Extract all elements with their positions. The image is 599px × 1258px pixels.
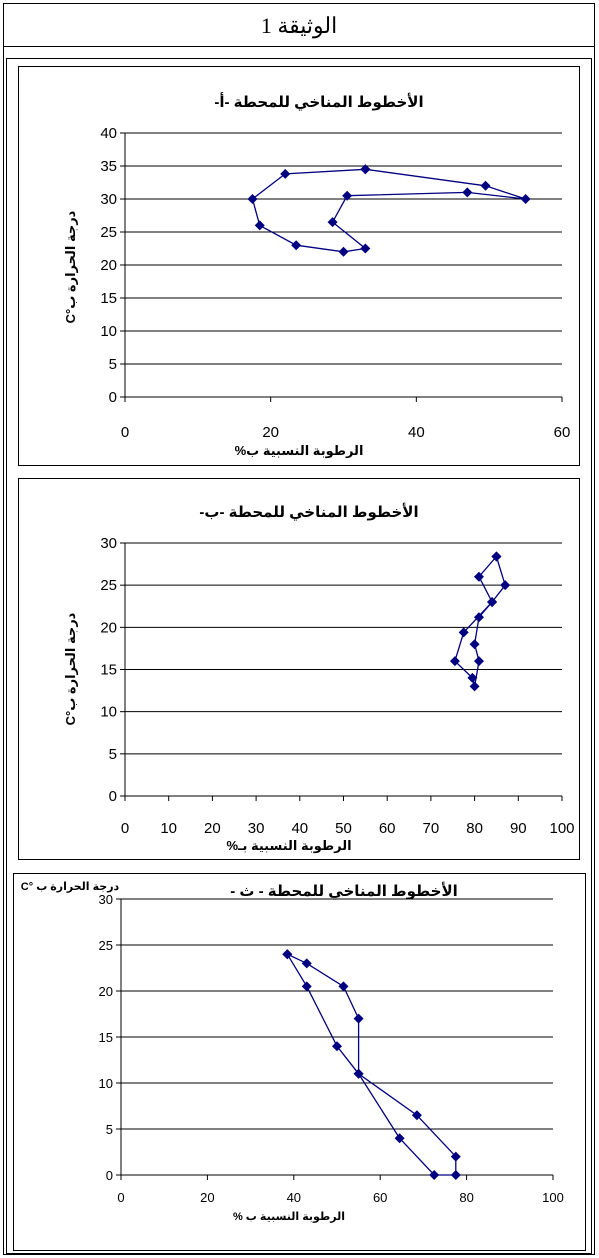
x-tick-label: 20 xyxy=(200,1190,214,1205)
y-axis-label: درجة الحرارة ب °C xyxy=(21,881,120,893)
x-tick-label: 70 xyxy=(423,820,440,837)
y-tick-label: 25 xyxy=(100,577,117,594)
y-tick-label: 10 xyxy=(100,323,117,340)
data-point xyxy=(469,639,480,650)
y-tick-label: 5 xyxy=(109,746,117,763)
chart-station-c: الأخطوط المناخي للمحطة - ث - 0 5 10 15 20 25 30… xyxy=(21,881,564,1223)
data-point xyxy=(280,168,291,179)
y-tick-label: 15 xyxy=(100,290,117,307)
data-point xyxy=(394,1133,405,1144)
chart-station-a: الأخطوط المناخي للمحطة -أ- 0 5 10 15 20 25 30 35… xyxy=(63,92,571,458)
data-point xyxy=(301,958,312,969)
chart-panel-station-c: الأخطوط المناخي للمحطة - ث - 0 5 10 15 20 25 30… xyxy=(13,873,586,1251)
data-point xyxy=(520,194,531,204)
data-point xyxy=(360,164,371,175)
y-tick-label: 15 xyxy=(99,1030,113,1045)
data-point xyxy=(473,612,484,623)
x-tick-label: 10 xyxy=(160,820,177,837)
x-tick-label: 80 xyxy=(459,1190,473,1205)
y-tick-label: 30 xyxy=(100,191,117,208)
data-point xyxy=(450,1170,461,1180)
data-point xyxy=(247,194,258,204)
content-frame xyxy=(6,58,592,1254)
y-tick-label: 35 xyxy=(100,158,117,175)
x-tick-label: 40 xyxy=(291,820,308,837)
y-tick-label: 25 xyxy=(100,224,117,241)
y-tick-label: 15 xyxy=(100,662,117,679)
y-axis-label: درجة الحرارة ب°C xyxy=(63,210,78,323)
chart-title: الأخطوط المناخي للمحطة - ث - xyxy=(230,882,458,900)
x-tick-label: 0 xyxy=(121,424,129,441)
x-tick-label: 60 xyxy=(379,820,396,837)
data-point xyxy=(291,240,302,251)
chart-panel-station-a: الأخطوط المناخي للمحطة -أ- 0 5 10 15 20 25 30 35… xyxy=(18,66,580,466)
x-tick-label: 0 xyxy=(117,1190,124,1205)
series-line xyxy=(251,168,526,253)
y-tick-label: 20 xyxy=(99,984,113,999)
y-tick-label: 5 xyxy=(106,1122,113,1137)
data-point xyxy=(332,1041,342,1052)
x-tick-label: 100 xyxy=(542,1190,564,1205)
data-point xyxy=(480,180,491,191)
data-point xyxy=(500,580,511,591)
x-axis-label: الرطوبة النسبية ب% xyxy=(235,443,364,458)
data-point xyxy=(487,597,498,608)
data-point xyxy=(342,190,353,201)
x-tick-label: 50 xyxy=(335,820,352,837)
data-point xyxy=(254,220,265,231)
y-tick-label: 20 xyxy=(100,257,117,274)
data-point xyxy=(449,656,460,667)
data-point xyxy=(327,217,338,228)
document-title: الوثيقة 1 xyxy=(3,3,595,47)
data-point xyxy=(429,1170,440,1180)
data-point xyxy=(491,551,502,562)
data-point xyxy=(338,981,349,992)
chart-station-b: الأخطوط المناخي للمحطة -ب- 0 5 10 15 20 25 30 0 1… xyxy=(63,503,575,853)
y-tick-label: 0 xyxy=(106,1168,113,1183)
x-tick-label: 20 xyxy=(262,424,279,441)
data-point xyxy=(469,681,480,692)
y-tick-label: 10 xyxy=(99,1076,113,1091)
x-axis-label: الرطوبة النسبية ب % xyxy=(233,1211,345,1223)
data-point xyxy=(473,571,484,582)
chart-title: الأخطوط المناخي للمحطة -أ- xyxy=(214,92,423,111)
data-point xyxy=(462,187,473,198)
x-tick-label: 90 xyxy=(510,820,527,837)
data-point xyxy=(458,627,469,638)
x-tick-label: 40 xyxy=(287,1190,301,1205)
chart-title: الأخطوط المناخي للمحطة -ب- xyxy=(199,503,418,521)
y-axis-label: درجة الحرارة ب°C xyxy=(63,612,78,725)
y-tick-label: 30 xyxy=(100,535,117,552)
x-tick-label: 100 xyxy=(549,820,574,837)
x-axis-label: الرطوبة النسبية بـ% xyxy=(226,838,351,853)
data-point xyxy=(467,672,478,683)
y-tick-label: 10 xyxy=(100,704,117,721)
data-point xyxy=(301,981,312,992)
y-tick-label: 0 xyxy=(109,788,117,805)
data-point xyxy=(450,1151,461,1162)
x-tick-label: 60 xyxy=(554,424,571,441)
x-tick-label: 30 xyxy=(248,820,265,837)
x-tick-label: 80 xyxy=(466,820,483,837)
data-point xyxy=(338,246,349,257)
y-tick-label: 20 xyxy=(100,619,117,636)
y-tick-label: 25 xyxy=(99,938,113,953)
series-line xyxy=(286,953,457,1176)
x-tick-label: 60 xyxy=(373,1190,387,1205)
y-tick-label: 40 xyxy=(100,125,117,142)
chart-panel-station-b: الأخطوط المناخي للمحطة -ب- 0 5 10 15 20 25 30 0 1… xyxy=(18,478,580,860)
data-point xyxy=(411,1110,422,1121)
x-tick-label: 40 xyxy=(408,424,425,441)
data-point xyxy=(282,949,293,960)
x-tick-label: 20 xyxy=(204,820,221,837)
data-point xyxy=(353,1013,364,1024)
data-point xyxy=(353,1068,364,1079)
y-tick-label: 5 xyxy=(109,356,117,373)
y-tick-label: 0 xyxy=(109,389,117,406)
x-tick-label: 0 xyxy=(121,820,129,837)
data-point xyxy=(360,243,371,254)
y-tick-label: 30 xyxy=(99,892,113,907)
data-point xyxy=(473,656,484,667)
